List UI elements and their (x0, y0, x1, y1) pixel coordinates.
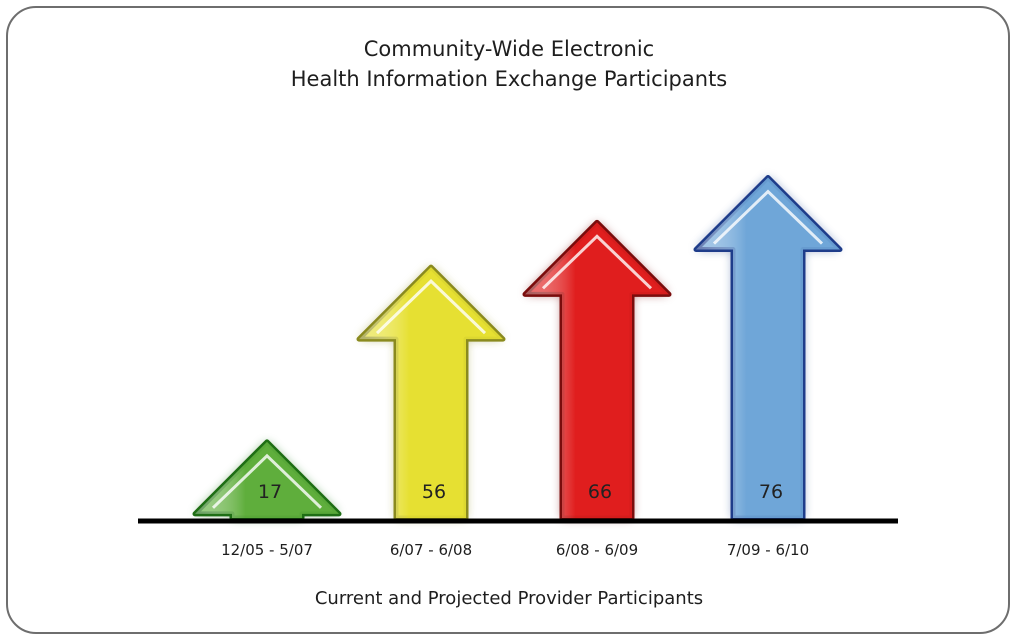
x-tick-label: 6/08 - 6/09 (556, 541, 638, 559)
bar-value-label: 17 (258, 481, 282, 503)
chart-subtitle: Health Information Exchange Participants (290, 67, 728, 91)
bar-arrow-highlight (211, 453, 323, 509)
bar-arrow-shine (359, 267, 503, 518)
bar-arrow (522, 219, 672, 521)
chart-title: Community-Wide Electronic (363, 37, 655, 61)
bar-value-label: 56 (422, 481, 446, 503)
bar-arrow-highlight (375, 279, 487, 335)
chart-frame (6, 6, 1010, 634)
chart-title-block: Community-Wide Electronic Health Informa… (0, 34, 1018, 94)
x-axis-label: Current and Projected Provider Participa… (314, 588, 704, 609)
bar-arrow (192, 439, 342, 521)
bar-arrow-shine (525, 222, 669, 518)
bar-arrow (356, 264, 506, 521)
bar-arrow (693, 175, 843, 521)
bar-arrow-shine (696, 177, 840, 518)
bar-arrow-shine (195, 441, 339, 518)
x-tick-label: 12/05 - 5/07 (221, 541, 313, 559)
labels-layer: 17 12/05 - 5/07 56 6/07 - 6/08 66 6/08 - 6/09… (221, 481, 809, 559)
bar-value-label: 76 (759, 481, 783, 503)
arrows-layer (192, 175, 843, 521)
x-tick-label: 7/09 - 6/10 (727, 541, 809, 559)
bar-value-label: 66 (588, 481, 612, 503)
bar-arrow-highlight (541, 234, 653, 290)
bar-arrow-highlight (712, 189, 824, 245)
x-tick-label: 6/07 - 6/08 (390, 541, 472, 559)
